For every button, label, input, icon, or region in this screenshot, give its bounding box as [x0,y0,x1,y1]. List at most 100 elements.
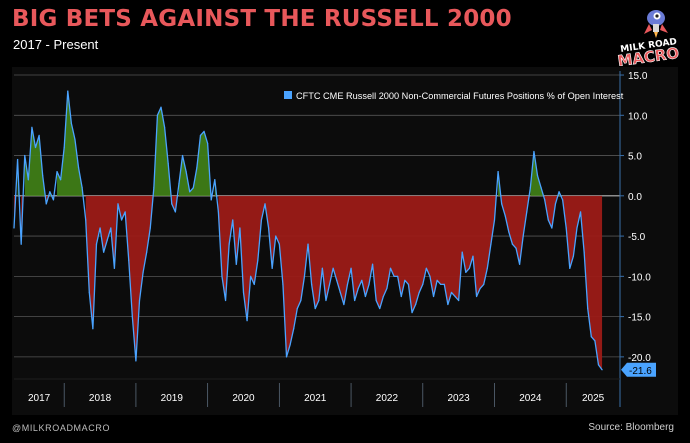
legend-swatch [284,91,292,99]
data-point [601,369,603,371]
data-point [336,279,338,281]
data-point [181,154,184,157]
data-point [278,243,280,245]
data-point [189,191,191,193]
data-point [95,243,98,245]
data-point [493,219,496,221]
footer-source: Source: Bloomberg [588,422,674,433]
data-point [382,295,384,298]
data-point [386,287,388,290]
data-point [371,263,374,265]
data-point [178,183,180,185]
data-point [318,299,320,302]
data-point [511,243,514,245]
positive-area-7 [57,91,84,196]
data-point [508,231,510,233]
data-point [529,187,531,189]
data-point [106,239,108,241]
data-point [31,126,33,128]
data-point [217,211,219,213]
data-point [16,158,19,161]
data-point [260,219,263,221]
y-tick-label-4: -5.0 [628,232,646,243]
data-point [92,328,94,330]
negative-area-14 [218,195,497,357]
y-tick-label-7: -20.0 [628,353,651,364]
x-tick-label-8: 2025 [582,393,605,404]
data-point [536,175,539,177]
data-point [454,295,456,298]
data-point [533,150,535,153]
data-point [307,243,309,245]
data-point [113,267,116,269]
x-tick-label-2: 2019 [161,393,184,404]
data-point [13,227,15,229]
data-point [418,291,420,294]
data-point [282,283,284,285]
data-point [475,295,478,298]
data-point [27,179,29,181]
y-tick-label-5: -10.0 [628,272,651,283]
data-point [250,275,252,277]
data-point [24,154,26,157]
data-point [328,283,331,285]
data-point [461,251,463,253]
y-tick-label-3: 0.0 [628,192,642,203]
series-line [13,90,603,371]
data-point [551,227,553,229]
logo-rocket-icon [644,10,668,38]
data-point [210,199,212,201]
axes: 15.0 10.0 5.0 0.0 -5.0 -10.0 -15.0 -20.0 2017 201… [14,71,656,407]
data-point [311,283,313,285]
data-point [465,271,467,273]
y-tick-label-2: 5.0 [628,152,642,163]
data-point [214,179,216,181]
data-point [572,255,574,257]
data-point [361,279,363,281]
data-point [350,267,352,269]
data-point [110,227,112,229]
data-point [117,203,119,205]
data-point [357,287,359,290]
data-point [375,299,377,302]
data-point [63,146,65,149]
data-point [407,283,410,285]
data-point [354,299,356,302]
data-point [124,211,126,213]
data-point [56,171,58,173]
data-point [314,307,316,310]
data-point [522,235,524,237]
data-point [42,175,44,177]
data-point [246,320,248,322]
data-point [293,328,295,330]
data-point [440,283,442,285]
data-point [397,275,399,277]
data-point [242,291,245,294]
data-point [497,171,499,173]
data-point [569,267,571,269]
data-point [393,275,395,277]
data-point [404,279,406,281]
data-point [45,203,47,205]
data-point [52,199,55,201]
negative-area-18 [544,195,558,229]
y-tick-label-1: 10.0 [628,111,648,122]
footer-handle: @MILKROADMACRO [12,423,111,433]
data-point [562,199,564,201]
data-point [594,340,596,342]
data-point [120,219,123,221]
data-point [253,283,255,285]
data-point [34,146,37,149]
data-point [411,311,413,314]
data-point [379,307,381,310]
data-point [267,227,270,229]
data-point [544,199,546,201]
data-point [486,267,488,269]
data-point [576,227,578,229]
data-point [303,275,306,277]
data-point [490,243,492,245]
data-point [235,263,237,265]
data-point [131,316,133,318]
chart-subtitle: 2017 - Present [13,37,99,52]
data-point [432,295,435,298]
